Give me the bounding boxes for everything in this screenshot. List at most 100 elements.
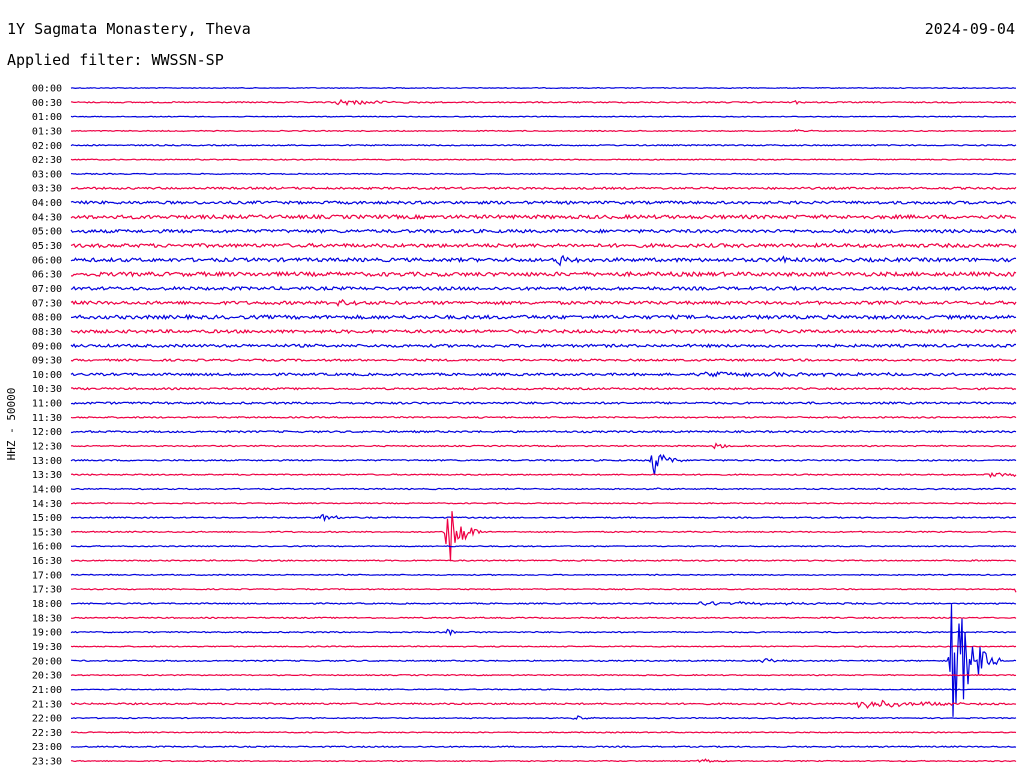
row-time-label: 21:30 <box>32 699 62 710</box>
row-time-label: 08:30 <box>32 327 62 338</box>
row-time-label: 02:30 <box>32 155 62 166</box>
row-time-label: 17:30 <box>32 585 62 596</box>
trace-line <box>70 544 1017 548</box>
row-time-label: 10:00 <box>32 370 62 381</box>
trace-line <box>70 213 1017 220</box>
trace-line <box>70 143 1017 147</box>
station-title: 1Y Sagmata Monastery, Theva <box>7 20 251 38</box>
row-time-label: 13:30 <box>32 470 62 481</box>
trace-line <box>70 172 1017 176</box>
trace-line <box>71 270 1017 278</box>
row-time-label: 09:00 <box>32 341 62 352</box>
row-time-label: 16:00 <box>32 542 62 553</box>
row-time-label: 23:30 <box>32 757 62 768</box>
trace-line <box>70 228 1017 235</box>
trace-line <box>70 200 1017 206</box>
row-time-label: 01:30 <box>32 126 62 137</box>
row-time-label: 19:30 <box>32 642 62 653</box>
row-time-label: 07:00 <box>32 284 62 295</box>
trace-line <box>70 128 1017 133</box>
row-time-label: 12:00 <box>32 427 62 438</box>
trace-line <box>70 559 1017 562</box>
trace-line <box>70 358 1017 362</box>
row-time-label: 03:30 <box>32 184 62 195</box>
filter-label: Applied filter: WWSSN-SP <box>7 51 224 69</box>
trace-line <box>70 616 1017 620</box>
trace-line <box>70 285 1017 292</box>
row-time-label: 02:00 <box>32 141 62 152</box>
trace-line <box>70 328 1017 335</box>
trace-line <box>70 715 1017 720</box>
trace-line <box>70 415 1017 419</box>
trace-line <box>70 343 1017 349</box>
row-time-label: 10:30 <box>32 384 62 395</box>
row-time-label: 09:30 <box>32 356 62 367</box>
trace-line <box>70 401 1017 405</box>
trace-line <box>70 298 1017 307</box>
row-time-label: 00:30 <box>32 98 62 109</box>
row-time-label: 06:30 <box>32 270 62 281</box>
row-time-label: 17:00 <box>32 570 62 581</box>
row-time-label: 14:00 <box>32 484 62 495</box>
row-time-label: 00:00 <box>32 84 62 95</box>
row-time-label: 07:30 <box>32 298 62 309</box>
row-time-label: 12:30 <box>32 442 62 453</box>
row-time-label: 01:00 <box>32 112 62 123</box>
row-time-label: 04:30 <box>32 212 62 223</box>
trace-line <box>70 254 1017 267</box>
row-time-label: 21:00 <box>32 685 62 696</box>
row-time-label: 06:00 <box>32 255 62 266</box>
trace-line <box>70 186 1017 191</box>
row-time-label: 19:00 <box>32 628 62 639</box>
trace-line <box>70 513 1017 523</box>
trace-line <box>70 600 1017 606</box>
trace-line <box>70 487 1017 491</box>
trace-line <box>71 588 1017 593</box>
date-label: 2024-09-04 <box>924 20 1015 38</box>
trace-line <box>70 688 1017 691</box>
row-time-label: 04:00 <box>32 198 62 209</box>
trace-line <box>70 731 1017 734</box>
trace-line <box>70 429 1017 434</box>
row-time-label: 13:00 <box>32 456 62 467</box>
trace-line <box>70 471 1017 479</box>
row-time-label: 14:30 <box>32 499 62 510</box>
trace-line <box>70 573 1017 577</box>
row-time-label: 18:00 <box>32 599 62 610</box>
row-time-label: 15:00 <box>32 513 62 524</box>
trace-line <box>70 242 1017 249</box>
trace-line <box>70 453 1017 476</box>
trace-line <box>70 758 1017 763</box>
trace-line <box>70 745 1017 749</box>
row-time-label: 11:00 <box>32 399 62 410</box>
trace-line <box>70 699 1017 710</box>
trace-line <box>70 604 1017 717</box>
trace-line <box>70 313 1017 321</box>
trace-line <box>70 673 1017 677</box>
y-axis-label: HHZ - 50000 <box>5 388 18 461</box>
row-time-label: 11:30 <box>32 413 62 424</box>
trace-line <box>70 86 1016 90</box>
row-time-label: 05:00 <box>32 227 62 238</box>
row-time-label: 23:00 <box>32 742 62 753</box>
trace-line <box>70 158 1017 161</box>
trace-line <box>70 502 1017 505</box>
row-time-label: 20:00 <box>32 656 62 667</box>
trace-line <box>70 511 1017 561</box>
trace-line <box>70 386 1017 391</box>
trace-line <box>70 98 1017 107</box>
row-time-label: 03:00 <box>32 169 62 180</box>
row-time-label: 08:00 <box>32 313 62 324</box>
row-time-label: 18:30 <box>32 613 62 624</box>
trace-line <box>70 442 1017 450</box>
row-time-label: 20:30 <box>32 671 62 682</box>
trace-line <box>70 645 1017 648</box>
row-time-label: 22:30 <box>32 728 62 739</box>
row-time-label: 16:30 <box>32 556 62 567</box>
trace-line <box>70 370 1017 378</box>
trace-line <box>70 115 1017 118</box>
row-time-label: 22:00 <box>32 714 62 725</box>
row-time-label: 15:30 <box>32 527 62 538</box>
row-time-label: 05:30 <box>32 241 62 252</box>
